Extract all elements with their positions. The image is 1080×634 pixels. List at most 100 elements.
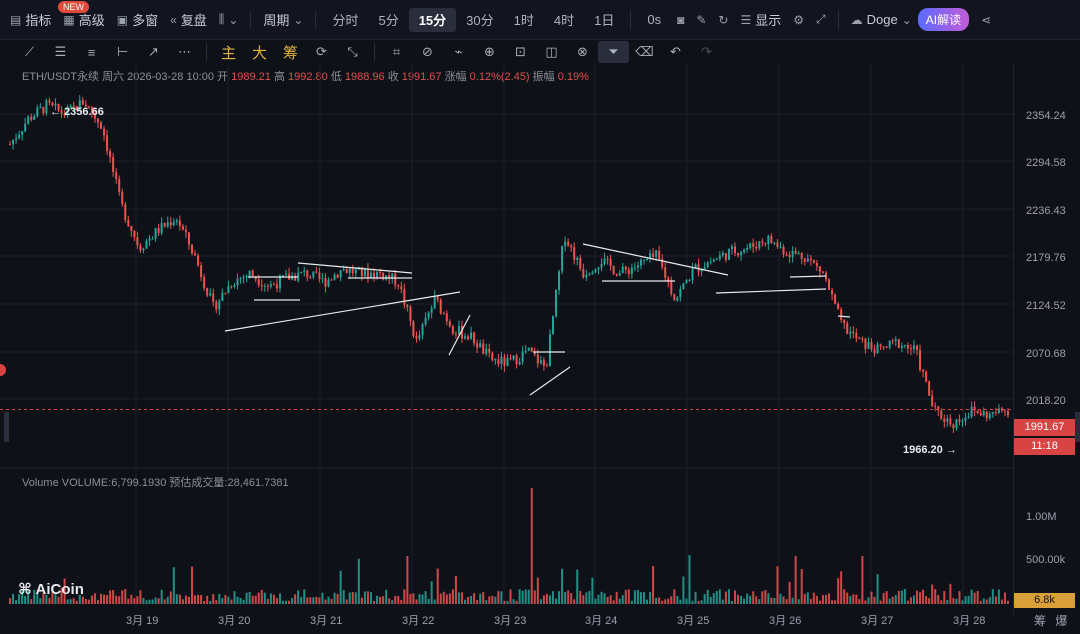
- period-option[interactable]: 30分: [466, 13, 494, 28]
- candle-body: [175, 220, 178, 222]
- filter-tool[interactable]: ⏷: [598, 41, 629, 63]
- volume-bar: [818, 600, 821, 604]
- period-option[interactable]: 1时: [513, 13, 534, 28]
- ai-interpret-button[interactable]: AI解读: [917, 8, 970, 31]
- fullscreen-icon: ⤢: [816, 12, 826, 26]
- candle-body: [282, 275, 285, 277]
- volume-bar: [336, 593, 339, 604]
- ruler-tool[interactable]: ⊘: [412, 44, 443, 60]
- volume-bar: [955, 598, 958, 604]
- candle-body: [943, 418, 946, 422]
- undo-button[interactable]: ↶: [660, 44, 691, 60]
- candle-body: [318, 272, 321, 279]
- candle-body: [187, 232, 190, 245]
- candle-body: [369, 272, 372, 278]
- candle-body: [521, 351, 524, 362]
- candle-body: [476, 343, 479, 348]
- price-volume-chart[interactable]: [0, 64, 1013, 608]
- cloud-user-dropdown[interactable]: ☁ Doge ⌄: [845, 7, 918, 33]
- brush-tool[interactable]: ⌁: [443, 44, 474, 60]
- volume-bar: [312, 597, 315, 604]
- volume-bar: [551, 591, 554, 604]
- volume-bar: [636, 589, 639, 604]
- candle-body: [709, 261, 712, 263]
- volume-bar: [618, 598, 621, 604]
- horizontal-tool[interactable]: ⊢: [107, 44, 138, 60]
- fib-tool[interactable]: ☰: [45, 44, 76, 60]
- volume-bar: [379, 596, 382, 604]
- volume-bar: [239, 597, 242, 604]
- chips-bottom-toggle[interactable]: 筹: [1034, 614, 1047, 628]
- fullscreen-button[interactable]: ⤢: [810, 7, 832, 33]
- volume-bar: [542, 595, 545, 604]
- candle-body: [828, 279, 831, 290]
- replay-button[interactable]: « 复盘: [164, 7, 213, 33]
- indicators-button[interactable]: ▤ 指标: [4, 7, 57, 33]
- price-tick: 2124.52: [1026, 300, 1066, 312]
- main-force-toggle[interactable]: 主: [220, 44, 236, 62]
- candle-body: [955, 419, 958, 429]
- undo-draw-button[interactable]: ↻: [712, 7, 734, 33]
- liquidation-toggle[interactable]: 爆: [1055, 614, 1068, 628]
- parallel-tool[interactable]: ≡: [76, 45, 107, 60]
- volume-bar: [515, 600, 518, 604]
- period-dropdown[interactable]: 周期 ⌄: [257, 7, 309, 33]
- filter-icon: ⏷: [608, 44, 619, 59]
- volume-bar: [503, 600, 506, 604]
- period-option[interactable]: 5分: [378, 13, 399, 28]
- candle-body: [415, 336, 418, 339]
- candle-body: [758, 241, 761, 249]
- period-option[interactable]: 分时: [332, 13, 359, 28]
- period-option[interactable]: 4时: [553, 13, 575, 28]
- crop-tool[interactable]: ⌗: [381, 44, 412, 60]
- volume-bar: [691, 600, 694, 604]
- lock-tool[interactable]: ⊡: [505, 44, 536, 60]
- volume-bar: [266, 598, 269, 604]
- period-option[interactable]: 1日: [594, 13, 615, 28]
- high-annotation: ← 2356.66: [50, 106, 104, 118]
- ray-tool[interactable]: ↗: [138, 44, 169, 60]
- more-tools[interactable]: ⋯: [169, 44, 200, 60]
- magnet-tool[interactable]: ⊕: [474, 44, 505, 60]
- display-button[interactable]: ☰ 显示: [734, 7, 787, 33]
- measure-tool[interactable]: ⤡: [337, 44, 368, 60]
- right-resize-handle[interactable]: [1075, 412, 1080, 442]
- share-button[interactable]: ⋖: [975, 7, 997, 33]
- volume-bar: [697, 600, 700, 604]
- candle-body: [257, 279, 260, 286]
- alert-marker[interactable]: [0, 364, 6, 376]
- volume-bar: [934, 589, 937, 604]
- volume-bar: [521, 590, 524, 604]
- settings-button[interactable]: ⚙: [787, 7, 810, 33]
- horizontal-line-icon: ⊢: [116, 44, 129, 59]
- big-order-toggle[interactable]: 大: [251, 44, 267, 62]
- divider: [374, 43, 375, 61]
- left-resize-handle[interactable]: [4, 412, 9, 442]
- advanced-button[interactable]: ▦ 高级: [57, 7, 110, 33]
- delete-tool[interactable]: ⌫: [629, 44, 660, 60]
- volume-bar: [646, 599, 649, 604]
- redo-button[interactable]: ↷: [691, 44, 722, 60]
- candle-body: [451, 326, 454, 334]
- volume-bar: [737, 594, 740, 604]
- volume-bar: [979, 600, 982, 604]
- chevron-down-icon: ⌄: [293, 12, 304, 27]
- chips-toggle[interactable]: 筹: [282, 44, 298, 62]
- candle-body: [39, 107, 42, 109]
- refresh-tool[interactable]: ⟳: [306, 44, 337, 60]
- countdown-toggle[interactable]: 0s: [647, 12, 662, 27]
- volume-bar: [391, 600, 394, 604]
- draw-button[interactable]: ✎: [690, 7, 712, 33]
- candle-body: [218, 300, 221, 310]
- advanced-label: 高级: [78, 13, 105, 28]
- line-tool[interactable]: ⟋: [14, 44, 45, 60]
- link-tool[interactable]: ⊗: [567, 44, 598, 60]
- chart-type-button[interactable]: ⫼ ⌄: [213, 7, 245, 33]
- candle-body: [57, 103, 60, 111]
- volume-bar: [545, 594, 548, 604]
- multi-window-button[interactable]: ▣ 多窗: [111, 7, 164, 33]
- period-option-active[interactable]: 15分: [408, 7, 457, 32]
- screenshot-button[interactable]: ◙: [671, 7, 690, 33]
- candle-body: [227, 286, 230, 293]
- hide-tool[interactable]: ◫: [536, 44, 567, 60]
